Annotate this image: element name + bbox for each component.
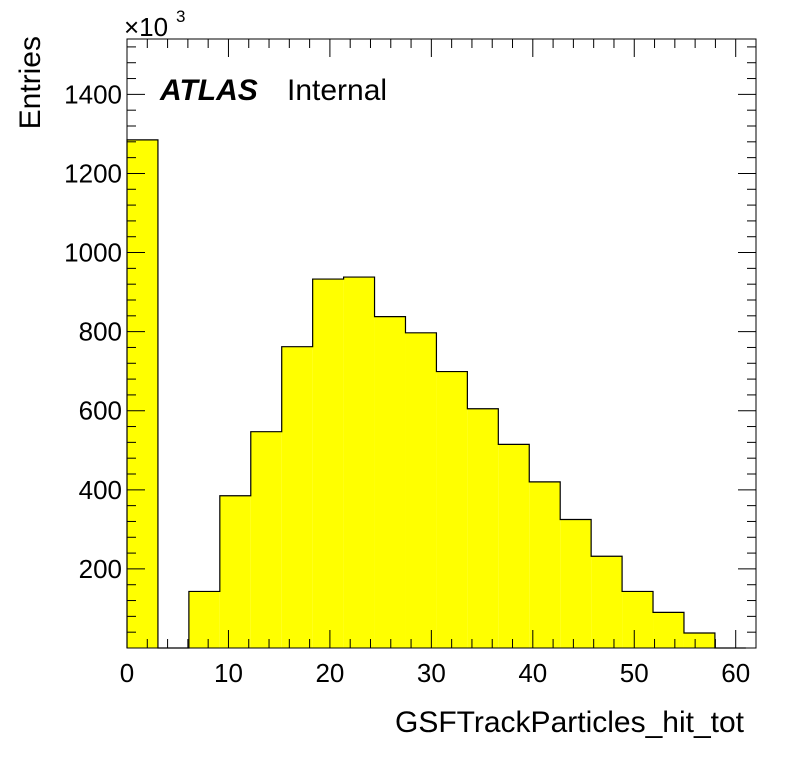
histogram-bin bbox=[405, 332, 437, 648]
axis-ticks bbox=[126, 39, 757, 648]
histogram-bin bbox=[127, 139, 158, 648]
x-tick-label: 0 bbox=[120, 658, 134, 688]
y-tick-label: 600 bbox=[79, 396, 122, 426]
histogram-bin bbox=[374, 316, 406, 648]
histogram-bin bbox=[250, 431, 282, 648]
histogram-bin bbox=[343, 277, 375, 648]
x-tick-label: 20 bbox=[315, 658, 344, 688]
atlas-label: ATLAS Internal bbox=[159, 74, 387, 107]
histogram-bars bbox=[126, 139, 746, 649]
histogram-bin bbox=[560, 519, 592, 648]
y-tick-label: 1200 bbox=[64, 158, 122, 188]
axis-tick-labels: 0 10 20 30 40 50 60 200 400 600 800 1000 1200 1400 bbox=[64, 79, 750, 688]
histogram-bin bbox=[467, 408, 499, 648]
histogram-bin bbox=[436, 371, 468, 648]
histogram-bin bbox=[591, 556, 623, 648]
x-tick-label: 60 bbox=[721, 658, 750, 688]
histogram-bin bbox=[312, 279, 344, 648]
histogram-bin bbox=[219, 495, 251, 648]
x-tick-label: 30 bbox=[417, 658, 446, 688]
plot-frame bbox=[126, 38, 757, 649]
atlas-label-bold: ATLAS bbox=[159, 74, 258, 107]
y-axis-multiplier-base: ×10 bbox=[124, 12, 168, 42]
y-tick-label: 1400 bbox=[64, 79, 122, 109]
y-tick-label: 200 bbox=[79, 554, 122, 584]
y-tick-label: 400 bbox=[79, 475, 122, 505]
y-axis-multiplier: ×10 3 bbox=[124, 7, 185, 42]
y-tick-label: 1000 bbox=[64, 238, 122, 268]
x-tick-label: 40 bbox=[518, 658, 547, 688]
histogram-outline bbox=[126, 139, 746, 649]
y-axis-multiplier-exponent: 3 bbox=[176, 7, 185, 26]
y-axis-label: Entries bbox=[14, 36, 47, 129]
histogram-bin bbox=[281, 346, 313, 648]
histogram-bin bbox=[683, 632, 715, 648]
x-tick-label: 50 bbox=[620, 658, 649, 688]
histogram-bin bbox=[498, 444, 530, 648]
atlas-label-internal: Internal bbox=[287, 74, 387, 107]
x-tick-label: 10 bbox=[214, 658, 243, 688]
histogram-bin bbox=[529, 481, 561, 648]
histogram-bin bbox=[188, 591, 220, 648]
y-tick-label: 800 bbox=[79, 317, 122, 347]
x-axis-label: GSFTrackParticles_hit_tot bbox=[395, 706, 745, 739]
histogram-bin bbox=[622, 591, 654, 648]
histogram-bin bbox=[653, 612, 684, 648]
